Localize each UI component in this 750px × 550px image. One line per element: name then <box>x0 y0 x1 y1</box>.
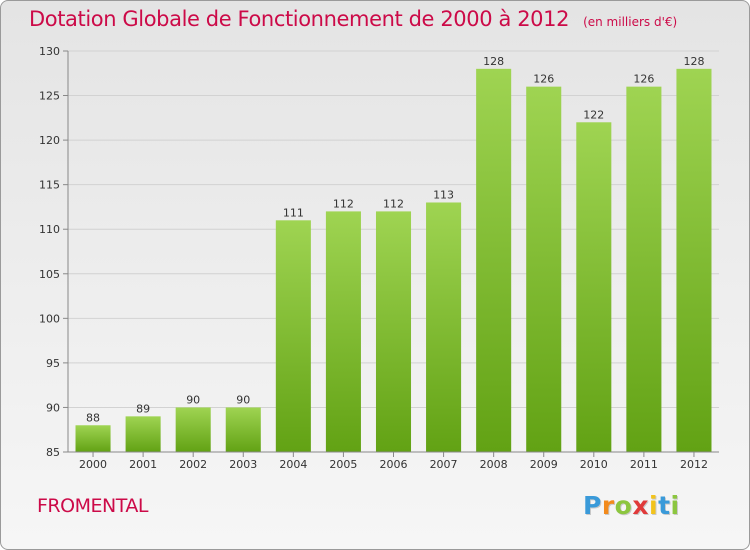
commune-name: FROMENTAL <box>37 495 148 517</box>
data-label: 112 <box>383 197 404 210</box>
chart-title-text: Dotation Globale de Fonctionnement de 20… <box>29 7 570 31</box>
bar-2009 <box>526 86 562 453</box>
unit-label: (en milliers d'€) <box>583 15 678 29</box>
bar-2002 <box>175 407 211 452</box>
bar-2011 <box>626 86 662 453</box>
bar-2005 <box>325 211 361 452</box>
logo-letter: x <box>632 491 649 520</box>
data-label: 89 <box>136 402 150 415</box>
logo-letter: o <box>614 491 633 520</box>
logo-letter: i <box>649 491 659 520</box>
data-label: 128 <box>683 55 704 68</box>
logo-letter: i <box>670 491 680 520</box>
y-tick-label: 120 <box>39 134 60 147</box>
y-tick-label: 85 <box>46 446 60 459</box>
logo-letter: t <box>658 491 671 520</box>
x-tick-label: 2005 <box>329 458 357 471</box>
bar-2008 <box>476 68 512 453</box>
proxiti-logo: Proxiti <box>583 491 680 520</box>
bar-2010 <box>576 122 612 453</box>
data-label: 111 <box>283 206 304 219</box>
data-label: 126 <box>633 73 654 86</box>
x-tick-label: 2008 <box>480 458 508 471</box>
bar-2012 <box>676 68 712 453</box>
data-label: 113 <box>433 188 454 201</box>
bar-2007 <box>426 202 462 452</box>
x-tick-label: 2012 <box>680 458 708 471</box>
x-tick-label: 2007 <box>430 458 458 471</box>
data-label: 126 <box>533 73 554 86</box>
data-label: 90 <box>186 393 200 406</box>
data-label: 128 <box>483 55 504 68</box>
logo-letter: r <box>601 491 615 520</box>
x-tick-label: 2009 <box>530 458 558 471</box>
data-label: 90 <box>236 393 250 406</box>
x-tick-label: 2000 <box>79 458 107 471</box>
data-label: 112 <box>333 197 354 210</box>
x-tick-label: 2001 <box>129 458 157 471</box>
y-tick-label: 130 <box>39 45 60 58</box>
x-tick-label: 2011 <box>630 458 658 471</box>
data-label: 88 <box>86 411 100 424</box>
bar-2004 <box>275 220 311 452</box>
bar-layer: 88 89 90 90 111 112 112 113 128 126 122 126 128 <box>75 55 712 453</box>
x-tick-label: 2010 <box>580 458 608 471</box>
x-tick-label: 2003 <box>229 458 257 471</box>
data-label: 122 <box>583 108 604 121</box>
y-tick-label: 110 <box>39 223 60 236</box>
y-tick-label: 115 <box>39 179 60 192</box>
bar-2001 <box>125 416 161 452</box>
x-tick-label: 2004 <box>279 458 307 471</box>
x-tick-label: 2002 <box>179 458 207 471</box>
bar-2003 <box>225 407 261 452</box>
bar-2000 <box>75 425 111 452</box>
bar-2006 <box>375 211 412 452</box>
x-tick-label: 2006 <box>380 458 408 471</box>
y-tick-label: 125 <box>39 90 60 103</box>
logo-letter: P <box>583 491 602 520</box>
y-tick-label: 100 <box>39 312 60 325</box>
y-tick-label: 95 <box>46 357 60 370</box>
y-tick-label: 90 <box>46 401 60 414</box>
axis-layer: 85 90 95 100 105 110 115 120 125 130 2000 2001 2002 2… <box>39 45 719 471</box>
y-tick-label: 105 <box>39 268 60 281</box>
chart-title: Dotation Globale de Fonctionnement de 20… <box>29 7 677 31</box>
